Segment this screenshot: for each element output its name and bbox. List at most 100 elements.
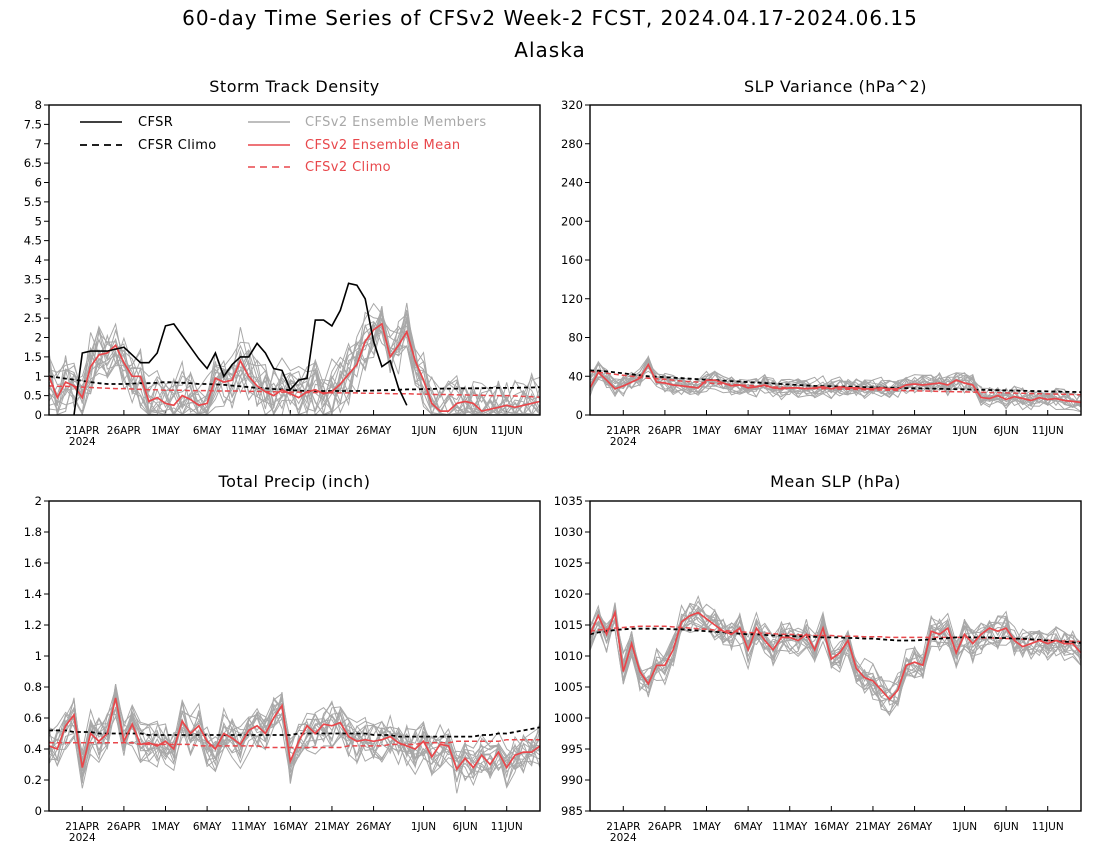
ensemble-member-line	[49, 696, 540, 772]
y-tick-label: 1.2	[24, 618, 42, 632]
x-tick-label: 16MAY	[273, 821, 309, 833]
panel-title: Total Precip (inch)	[218, 472, 371, 491]
ensemble-member-line	[590, 375, 1081, 413]
y-tick-label: 0.8	[24, 680, 42, 694]
ensemble-member-line	[49, 309, 540, 415]
y-tick-label: 7.5	[24, 117, 42, 131]
ensemble-mean-line	[590, 362, 1081, 404]
y-tick-label: 1005	[554, 680, 583, 694]
series-group	[49, 684, 540, 794]
x-tick-label: 26MAY	[356, 425, 392, 437]
ensemble-member-line	[590, 604, 1081, 717]
x-tick-label: 11JUN	[1032, 821, 1064, 833]
x-tick-label: 6JUN	[993, 821, 1018, 833]
y-tick-label: 3.5	[24, 272, 42, 286]
legend-label-members: CFSv2 Ensemble Members	[305, 115, 487, 130]
panel-title: SLP Variance (hPa^2)	[744, 77, 927, 96]
x-tick-label: 16MAY	[273, 425, 309, 437]
x-year-label: 2024	[610, 832, 637, 844]
x-tick-label: 6JUN	[452, 821, 477, 833]
y-tick-label: 6.5	[24, 156, 42, 170]
y-tick-label: 1010	[554, 649, 583, 663]
y-tick-label: 0.4	[24, 742, 42, 756]
y-tick-label: 0.6	[24, 711, 42, 725]
x-tick-label: 1MAY	[151, 821, 180, 833]
y-tick-label: 1.5	[24, 350, 42, 364]
y-tick-label: 280	[561, 137, 583, 151]
ensemble-member-line	[590, 610, 1081, 700]
x-tick-label: 6JUN	[993, 425, 1018, 437]
x-tick-label: 11JUN	[491, 821, 523, 833]
cfsv2-climo-line	[590, 625, 1081, 643]
series-group	[590, 355, 1081, 413]
y-tick-label: 0	[35, 408, 42, 422]
y-tick-label: 0	[35, 804, 42, 818]
legend-label-mean: CFSv2 Ensemble Mean	[305, 138, 461, 153]
y-tick-label: 40	[568, 369, 583, 383]
ensemble-member-line	[49, 688, 540, 772]
x-tick-label: 21APR	[65, 821, 99, 833]
cfsv2-climo-line	[49, 738, 540, 749]
x-tick-label: 11MAY	[231, 821, 267, 833]
cfsr-line	[73, 282, 408, 415]
y-tick-label: 6	[35, 176, 42, 190]
x-tick-label: 6MAY	[734, 425, 763, 437]
x-tick-label: 26APR	[648, 821, 682, 833]
x-tick-label: 1JUN	[952, 821, 977, 833]
plot-frame	[48, 500, 541, 812]
y-tick-label: 4.5	[24, 234, 42, 248]
x-tick-label: 1JUN	[411, 821, 436, 833]
y-tick-label: 0	[576, 408, 583, 422]
x-tick-label: 1MAY	[151, 425, 180, 437]
panel-title: Storm Track Density	[209, 77, 379, 96]
ensemble-member-line	[49, 316, 540, 415]
y-tick-label: 1015	[554, 618, 583, 632]
ensemble-member-line	[49, 311, 540, 415]
x-tick-label: 11JUN	[491, 425, 523, 437]
y-tick-label: 1030	[554, 525, 583, 539]
cfsr-climo-line	[49, 726, 540, 738]
ensemble-member-line	[590, 358, 1081, 411]
x-tick-label: 21APR	[606, 821, 640, 833]
y-tick-label: 200	[561, 214, 583, 228]
y-tick-label: 3	[35, 292, 42, 306]
plot-area: 0 40 80 120 160 200 240 280 320 21APR 26APR 1MAY 6MA…	[561, 98, 1082, 448]
y-tick-label: 2	[35, 494, 42, 508]
cfsv2-climo-line	[49, 385, 540, 398]
x-tick-label: 26MAY	[897, 425, 933, 437]
x-year-label: 2024	[610, 436, 637, 448]
main-title: 60-day Time Series of CFSv2 Week-2 FCST,…	[182, 6, 918, 30]
y-tick-label: 995	[561, 742, 583, 756]
x-tick-label: 11MAY	[772, 821, 808, 833]
series-group	[49, 282, 540, 415]
plot-frame	[589, 500, 1082, 812]
plot-frame	[48, 104, 541, 416]
main-subtitle: Alaska	[514, 38, 585, 62]
y-tick-label: 1.4	[24, 587, 42, 601]
plot-area: 985 990 995 1000 1005 1010 1015 1020 1025 1030 103…	[554, 494, 1082, 844]
ensemble-member-line	[590, 602, 1081, 706]
ensemble-mean-line	[49, 322, 540, 413]
x-tick-label: 6MAY	[193, 821, 222, 833]
x-tick-label: 21MAY	[855, 425, 891, 437]
y-tick-label: 2	[35, 331, 42, 345]
x-tick-label: 21MAY	[314, 821, 350, 833]
panel-slp-variance: SLP Variance (hPa^2)	[744, 77, 927, 96]
ensemble-member-line	[590, 356, 1081, 408]
y-tick-label: 7	[35, 137, 42, 151]
y-tick-label: 1035	[554, 494, 583, 508]
ensemble-mean-line	[590, 609, 1081, 701]
x-tick-label: 21MAY	[314, 425, 350, 437]
y-tick-label: 160	[561, 253, 583, 267]
legend-label-cfsv2-climo: CFSv2 Climo	[305, 160, 391, 175]
x-tick-label: 26MAY	[356, 821, 392, 833]
legend-label-cfsr-climo: CFSR Climo	[138, 138, 217, 153]
x-tick-label: 1JUN	[411, 425, 436, 437]
x-year-label: 2024	[69, 436, 96, 448]
x-tick-label: 11JUN	[1032, 425, 1064, 437]
x-tick-label: 26APR	[648, 425, 682, 437]
y-tick-label: 0.5	[24, 389, 42, 403]
y-tick-label: 8	[35, 98, 42, 112]
x-tick-label: 21APR	[65, 425, 99, 437]
